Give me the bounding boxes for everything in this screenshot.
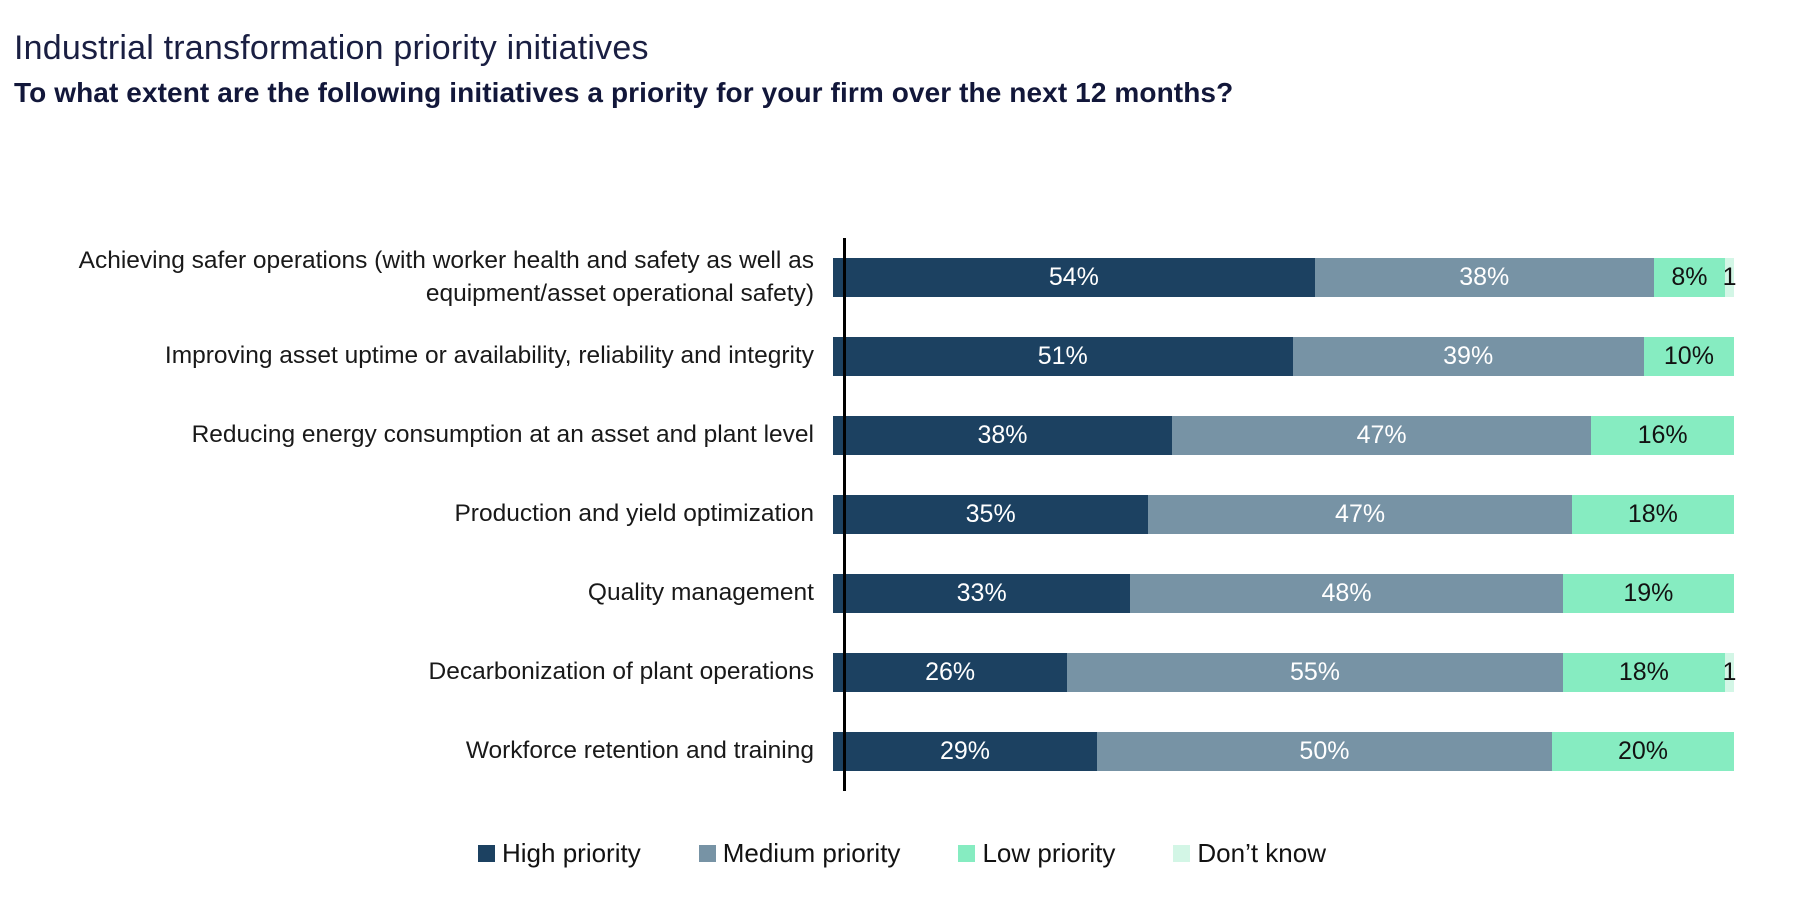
- legend-item-high-priority[interactable]: High priority: [478, 838, 641, 869]
- category-label: Decarbonization of plant operations: [428, 658, 814, 686]
- bar-segment-low-priority[interactable]: 18%: [1571, 495, 1734, 534]
- bar-segment-medium-priority[interactable]: 50%: [1096, 732, 1552, 771]
- bar-segment-dont-know[interactable]: 1: [1722, 653, 1737, 692]
- bar-value-label: 20%: [1617, 737, 1668, 765]
- bar-value-label: 47%: [1335, 500, 1386, 528]
- chart-row: Workforce retention and training 29% 50% 20…: [0, 712, 1804, 791]
- chart-row: Production and yield optimization 35% 47% 1…: [0, 475, 1804, 554]
- category-label: Improving asset uptime or availability, …: [164, 342, 814, 370]
- legend-swatch-icon: [958, 845, 976, 862]
- bar-value-label: 33%: [956, 579, 1007, 607]
- y-axis-line: [843, 238, 846, 791]
- bar-segment-medium-priority[interactable]: 38%: [1314, 258, 1654, 297]
- bar-value-label: 26%: [925, 658, 976, 686]
- bar-value-label: 35%: [965, 500, 1016, 528]
- bar-segment-high-priority[interactable]: 54%: [833, 258, 1315, 297]
- bar-track: 33% 48% 19%: [833, 574, 1734, 613]
- category-label: Reducing energy consumption at an asset …: [191, 421, 814, 449]
- bar-value-label: 1: [1722, 263, 1737, 291]
- bar-segment-low-priority[interactable]: 20%: [1551, 732, 1734, 771]
- legend-item-low-priority[interactable]: Low priority: [958, 838, 1115, 869]
- chart-legend: High priority Medium priority Low priority…: [0, 838, 1804, 869]
- category-label: Quality management: [587, 579, 814, 607]
- bar-value-label: 18%: [1627, 500, 1678, 528]
- chart-row: Improving asset uptime or availability, …: [0, 317, 1804, 396]
- legend-item-medium-priority[interactable]: Medium priority: [698, 838, 901, 869]
- bar-track: 29% 50% 20%: [833, 732, 1734, 771]
- stacked-bar-chart: Achieving safer operations (with worker …: [0, 238, 1804, 791]
- bar-value-label: 10%: [1663, 342, 1714, 370]
- bar-value-label: 50%: [1299, 737, 1350, 765]
- legend-label: Medium priority: [722, 838, 901, 868]
- category-label: Achieving safer operations (with worker …: [78, 247, 814, 307]
- bar-value-label: 18%: [1618, 658, 1669, 686]
- bar-segment-low-priority[interactable]: 10%: [1643, 337, 1734, 376]
- bar-value-label: 51%: [1037, 342, 1088, 370]
- bar-segment-medium-priority[interactable]: 47%: [1148, 495, 1572, 534]
- bar-segment-high-priority[interactable]: 26%: [833, 653, 1068, 692]
- bar-value-label: 39%: [1443, 342, 1494, 370]
- bar-segment-low-priority[interactable]: 19%: [1562, 574, 1734, 613]
- bar-value-label: 29%: [939, 737, 990, 765]
- bar-segment-medium-priority[interactable]: 47%: [1171, 416, 1592, 455]
- bar-segment-low-priority[interactable]: 8%: [1653, 258, 1726, 297]
- bar-track: 51% 39% 10%: [833, 337, 1734, 376]
- bar-segment-high-priority[interactable]: 51%: [833, 337, 1293, 376]
- category-label: Workforce retention and training: [465, 737, 814, 765]
- bar-rows: Achieving safer operations (with worker …: [0, 238, 1804, 791]
- legend-swatch-icon: [698, 845, 716, 862]
- bar-track: 38% 47% 16%: [833, 416, 1734, 455]
- bar-value-label: 38%: [1459, 263, 1510, 291]
- bar-segment-low-priority[interactable]: 16%: [1591, 416, 1734, 455]
- legend-label: Don’t know: [1197, 838, 1326, 868]
- bar-value-label: 16%: [1637, 421, 1688, 449]
- chart-question-subtitle: To what extent are the following initiat…: [14, 77, 1234, 109]
- bar-segment-high-priority[interactable]: 35%: [833, 495, 1149, 534]
- page-title: Industrial transformation priority initi…: [14, 28, 649, 67]
- bar-segment-low-priority[interactable]: 18%: [1562, 653, 1725, 692]
- chart-row: Quality management 33% 48% 19%: [0, 554, 1804, 633]
- legend-label: High priority: [502, 838, 641, 868]
- bar-track: 26% 55% 18% 1: [833, 653, 1737, 692]
- bar-value-label: 38%: [977, 421, 1028, 449]
- legend-swatch-icon: [1173, 845, 1191, 862]
- legend-swatch-icon: [478, 845, 495, 862]
- bar-segment-dont-know[interactable]: 1: [1722, 258, 1737, 297]
- bar-track: 54% 38% 8% 1: [833, 258, 1737, 297]
- chart-row: Reducing energy consumption at an asset …: [0, 396, 1804, 475]
- bar-value-label: 1: [1722, 658, 1737, 686]
- bar-segment-medium-priority[interactable]: 55%: [1067, 653, 1563, 692]
- bar-value-label: 54%: [1048, 263, 1099, 291]
- bar-segment-high-priority[interactable]: 29%: [833, 732, 1097, 771]
- bar-value-label: 19%: [1623, 579, 1674, 607]
- category-label: Production and yield optimization: [454, 500, 814, 528]
- chart-row: Achieving safer operations (with worker …: [0, 238, 1804, 317]
- bar-value-label: 8%: [1671, 263, 1708, 291]
- bar-value-label: 47%: [1356, 421, 1407, 449]
- bar-segment-medium-priority[interactable]: 48%: [1130, 574, 1563, 613]
- bar-segment-high-priority[interactable]: 38%: [833, 416, 1172, 455]
- bar-segment-high-priority[interactable]: 33%: [833, 574, 1131, 613]
- bar-track: 35% 47% 18%: [833, 495, 1734, 534]
- bar-value-label: 55%: [1290, 658, 1341, 686]
- bar-value-label: 48%: [1321, 579, 1372, 607]
- bar-segment-medium-priority[interactable]: 39%: [1292, 337, 1644, 376]
- legend-label: Low priority: [982, 838, 1116, 868]
- chart-row: Decarbonization of plant operations 26% 55…: [0, 633, 1804, 712]
- legend-item-dont-know[interactable]: Don’t know: [1173, 838, 1326, 869]
